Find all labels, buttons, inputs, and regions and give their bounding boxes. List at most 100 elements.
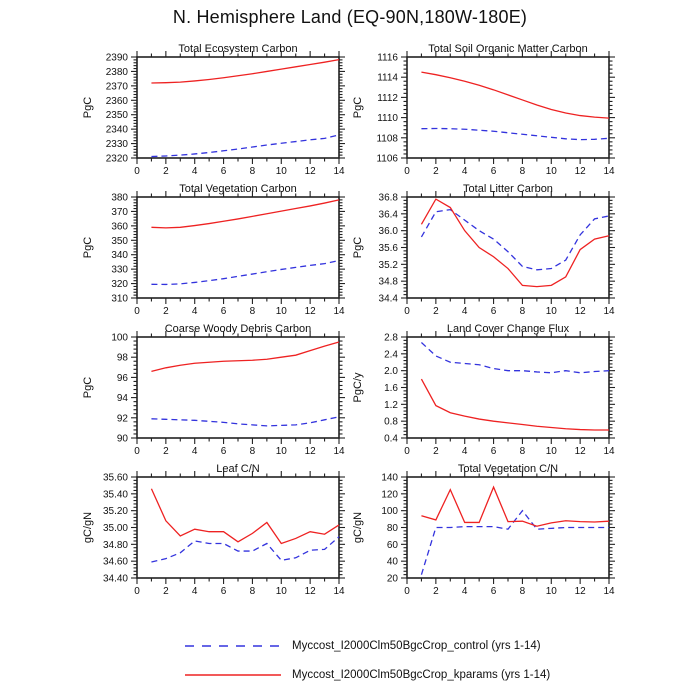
x-tick-label: 8 [250, 166, 256, 177]
y-tick-label: 34.8 [379, 277, 399, 288]
y-tick-label: 2390 [106, 53, 129, 64]
x-tick-label: 10 [276, 446, 288, 457]
y-tick-label: 2330 [106, 139, 129, 150]
legend-item-control: Myccost_I2000Clm50BgcCrop_control (yrs 1… [183, 638, 550, 654]
legend-label-kparams: Myccost_I2000Clm50BgcCrop_kparams (yrs 1… [292, 669, 551, 681]
y-tick-label: 2.4 [384, 349, 398, 360]
axis-ticks [401, 191, 615, 304]
x-tick-label: 10 [276, 306, 288, 317]
x-tick-label: 12 [575, 166, 587, 177]
series-kparams-line [421, 485, 610, 527]
y-tick-label: 100 [381, 506, 398, 517]
x-tick-label: 2 [163, 166, 169, 177]
x-tick-label: 6 [221, 446, 227, 457]
x-tick-label: 8 [520, 306, 526, 317]
y-tick-label: 360 [111, 221, 128, 232]
y-tick-label: 60 [387, 540, 399, 551]
x-tick-label: 6 [221, 306, 227, 317]
series-kparams-line [150, 488, 340, 545]
y-tick-label: 36.4 [379, 209, 399, 220]
x-tick-label: 0 [404, 166, 410, 177]
chart-title: Coarse Woody Debris Carbon [165, 323, 312, 335]
x-tick-label: 6 [221, 166, 227, 177]
subplot-total-litter-carbon: Total Litter Carbon PgC 0 2 4 6 8 10 12 14 34.4 34.… [348, 181, 618, 321]
y-tick-label: 35.40 [103, 489, 128, 500]
chart-title: Total Vegetation Carbon [179, 183, 296, 195]
y-tick-label: 1114 [377, 73, 398, 84]
x-tick-label: 14 [333, 306, 345, 317]
x-tick-label: 8 [520, 166, 526, 177]
subplot-total-vegetation-carbon: Total Vegetation Carbon PgC 0 2 4 6 8 10 12 14 310… [78, 181, 348, 321]
series-kparams-line [151, 199, 340, 229]
legend-label-control: Myccost_I2000Clm50BgcCrop_control (yrs 1… [292, 640, 541, 652]
chart-title: Total Ecosystem Carbon [178, 43, 297, 55]
y-tick-label: 350 [111, 236, 128, 247]
y-tick-label: 340 [111, 250, 128, 261]
y-axis-label: gC/gN [82, 512, 94, 543]
chart-title: Land Cover Change Flux [447, 323, 570, 335]
x-tick-label: 14 [333, 586, 345, 597]
x-tick-label: 4 [192, 166, 198, 177]
y-axis-label: PgC [82, 97, 94, 118]
y-tick-label: 98 [117, 353, 129, 364]
y-tick-label: 96 [117, 373, 129, 384]
subplot-land-cover-change-flux: Land Cover Change Flux PgC/y 0 2 4 6 8 10 12 14 0.… [348, 321, 618, 461]
series-kparams-line [151, 341, 340, 372]
y-tick-label: 380 [111, 193, 128, 204]
y-tick-label: 34.60 [103, 557, 128, 568]
series-control-line [151, 536, 340, 563]
x-tick-label: 14 [603, 166, 615, 177]
page-title: N. Hemisphere Land (EQ-90N,180W-180E) [172, 7, 528, 27]
x-tick-label: 12 [575, 446, 587, 457]
y-tick-label: 320 [111, 279, 128, 290]
x-tick-label: 12 [305, 306, 317, 317]
series-kparams-line [151, 58, 340, 84]
y-tick-label: 40 [387, 557, 399, 568]
x-tick-label: 10 [546, 166, 558, 177]
series-control-line [420, 509, 609, 575]
x-tick-label: 12 [305, 446, 317, 457]
y-tick-label: 34.80 [103, 540, 128, 551]
x-tick-label: 8 [250, 446, 256, 457]
legend-dashed-line-swatch [185, 645, 281, 647]
y-tick-label: 20 [387, 574, 399, 585]
y-axis-label: PgC [82, 237, 94, 258]
x-tick-label: 2 [433, 446, 439, 457]
series-control-line [420, 208, 610, 271]
x-tick-label: 6 [491, 446, 497, 457]
x-tick-label: 4 [462, 306, 468, 317]
series-kparams-line [420, 378, 609, 431]
x-tick-label: 12 [305, 586, 317, 597]
x-tick-label: 0 [134, 586, 140, 597]
x-tick-label: 4 [192, 306, 198, 317]
subplot-coarse-woody-debris-carbon: Coarse Woody Debris Carbon PgC 0 2 4 6 8 10 12 14… [78, 321, 348, 461]
chart-frame [136, 196, 340, 299]
y-tick-label: 2340 [106, 125, 129, 136]
series-control-line [420, 341, 610, 374]
x-tick-label: 14 [603, 586, 615, 597]
chart-canvas-land-cover-change-flux: Land Cover Change Flux PgC/y 0 2 4 6 8 10 12 14 0.… [352, 323, 615, 457]
x-tick-label: 12 [305, 166, 317, 177]
y-tick-label: 34.4 [379, 294, 399, 305]
x-tick-label: 6 [491, 306, 497, 317]
chart-canvas-total-litter-carbon: Total Litter Carbon PgC 0 2 4 6 8 10 12 14 34.4 34.… [352, 183, 615, 317]
y-tick-label: 36.0 [379, 226, 399, 237]
y-tick-label: 0.4 [384, 434, 398, 445]
x-tick-label: 8 [520, 446, 526, 457]
legend: Myccost_I2000Clm50BgcCrop_control (yrs 1… [183, 638, 550, 683]
chart-title: Total Litter Carbon [463, 183, 553, 195]
y-tick-label: 35.60 [103, 473, 128, 484]
y-tick-label: 1108 [376, 133, 398, 144]
axis-ticks [131, 191, 345, 304]
x-tick-label: 14 [603, 306, 615, 317]
axis-ticks [131, 331, 345, 444]
y-tick-label: 0.8 [384, 417, 398, 428]
y-tick-label: 1.2 [384, 400, 398, 411]
y-axis-label: gC/gN [352, 512, 364, 543]
y-tick-label: 2380 [106, 67, 129, 78]
subplot-total-vegetation-c-n: Total Vegetation C/N gC/gN 0 2 4 6 8 10 12 14 20 40… [348, 461, 618, 601]
series-control-line [421, 127, 610, 141]
y-tick-label: 1116 [377, 53, 398, 64]
x-tick-label: 8 [250, 306, 256, 317]
chart-canvas-leaf-c-n: Leaf C/N gC/gN 0 2 4 6 8 10 12 14 34.40 34.60 34.80 3… [82, 463, 345, 597]
